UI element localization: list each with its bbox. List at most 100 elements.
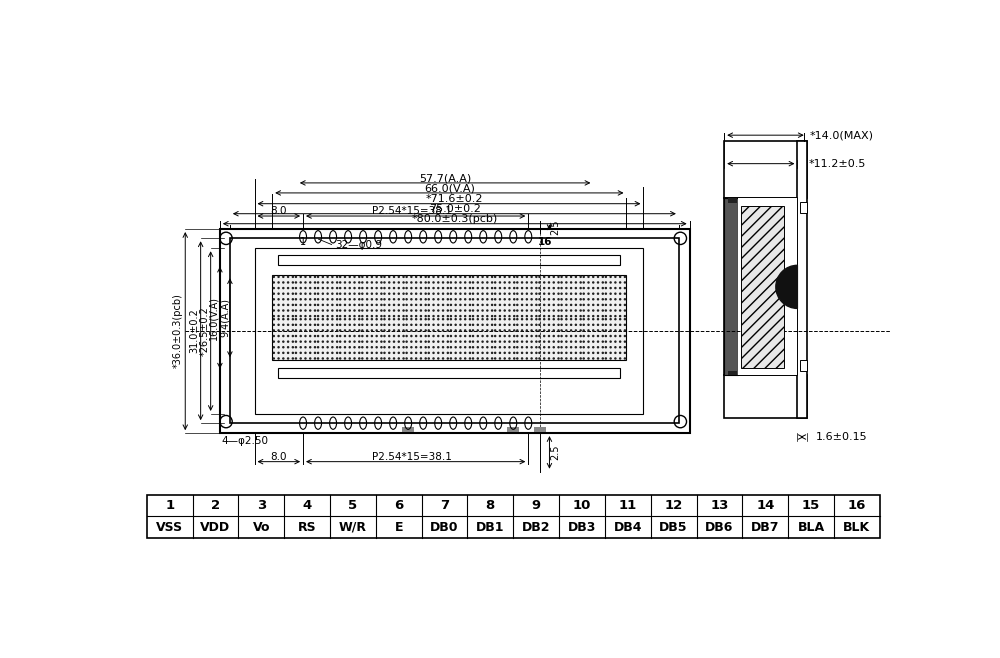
Circle shape (359, 288, 360, 289)
Circle shape (393, 276, 395, 278)
Circle shape (477, 330, 478, 331)
Circle shape (314, 282, 316, 283)
Circle shape (416, 352, 417, 353)
Circle shape (531, 310, 532, 311)
Circle shape (504, 336, 505, 337)
Circle shape (384, 318, 385, 320)
Circle shape (393, 293, 395, 294)
Circle shape (575, 352, 576, 353)
Circle shape (561, 299, 562, 300)
Circle shape (465, 293, 466, 294)
Circle shape (517, 282, 518, 283)
Circle shape (310, 282, 311, 283)
Circle shape (332, 352, 333, 353)
Circle shape (472, 318, 474, 320)
Circle shape (482, 276, 483, 278)
Circle shape (447, 324, 448, 325)
Circle shape (305, 330, 306, 331)
Circle shape (376, 347, 377, 348)
Circle shape (371, 293, 372, 294)
Circle shape (322, 299, 323, 300)
Circle shape (597, 324, 599, 325)
Text: 32—φ0.9: 32—φ0.9 (335, 240, 382, 249)
Circle shape (359, 293, 360, 294)
Circle shape (327, 336, 328, 337)
Circle shape (482, 358, 483, 359)
Circle shape (580, 299, 581, 300)
Text: DB3: DB3 (568, 520, 596, 534)
Circle shape (428, 276, 429, 278)
Text: *26.5±0.2: *26.5±0.2 (200, 306, 210, 355)
Circle shape (344, 352, 346, 353)
Circle shape (558, 336, 559, 337)
Circle shape (531, 347, 532, 348)
Circle shape (509, 318, 510, 320)
Circle shape (381, 336, 382, 337)
Circle shape (371, 352, 372, 353)
Circle shape (531, 282, 532, 283)
Circle shape (492, 352, 493, 353)
Circle shape (283, 276, 284, 278)
Circle shape (292, 324, 293, 325)
Circle shape (322, 330, 323, 331)
Circle shape (367, 330, 368, 331)
Circle shape (332, 347, 333, 348)
Circle shape (337, 358, 338, 359)
Text: 8.0: 8.0 (270, 452, 287, 462)
Circle shape (499, 324, 500, 325)
Circle shape (283, 347, 284, 348)
Circle shape (332, 324, 333, 325)
Circle shape (322, 310, 323, 311)
Circle shape (517, 330, 518, 331)
Circle shape (472, 310, 474, 311)
Circle shape (531, 293, 532, 294)
Circle shape (292, 352, 293, 353)
Circle shape (522, 324, 523, 325)
Circle shape (288, 318, 289, 320)
Circle shape (381, 299, 382, 300)
Circle shape (469, 282, 470, 283)
Circle shape (620, 293, 621, 294)
Circle shape (615, 347, 616, 348)
Circle shape (460, 288, 461, 289)
Circle shape (509, 299, 510, 300)
Circle shape (403, 293, 404, 294)
Circle shape (295, 324, 296, 325)
Circle shape (605, 336, 606, 337)
Circle shape (354, 293, 355, 294)
Circle shape (425, 282, 426, 283)
Circle shape (602, 282, 603, 283)
Circle shape (433, 276, 434, 278)
Circle shape (411, 330, 412, 331)
Circle shape (561, 347, 562, 348)
Circle shape (322, 347, 323, 348)
Circle shape (482, 282, 483, 283)
Circle shape (314, 358, 316, 359)
Circle shape (376, 352, 377, 353)
Circle shape (278, 336, 279, 337)
Circle shape (367, 282, 368, 283)
Circle shape (332, 293, 333, 294)
Circle shape (561, 324, 562, 325)
Circle shape (504, 330, 505, 331)
Circle shape (495, 282, 496, 283)
Circle shape (416, 282, 417, 283)
Circle shape (482, 352, 483, 353)
Circle shape (472, 276, 474, 278)
Circle shape (455, 299, 456, 300)
Circle shape (460, 310, 461, 311)
Circle shape (571, 352, 572, 353)
Circle shape (499, 341, 500, 342)
Circle shape (438, 341, 439, 342)
Circle shape (411, 324, 412, 325)
Circle shape (499, 288, 500, 289)
Circle shape (514, 299, 515, 300)
Circle shape (411, 310, 412, 311)
Circle shape (495, 330, 496, 331)
Circle shape (580, 358, 581, 359)
Circle shape (292, 358, 293, 359)
Circle shape (278, 352, 279, 353)
Circle shape (610, 352, 611, 353)
Circle shape (332, 299, 333, 300)
Text: Vo: Vo (253, 520, 270, 534)
